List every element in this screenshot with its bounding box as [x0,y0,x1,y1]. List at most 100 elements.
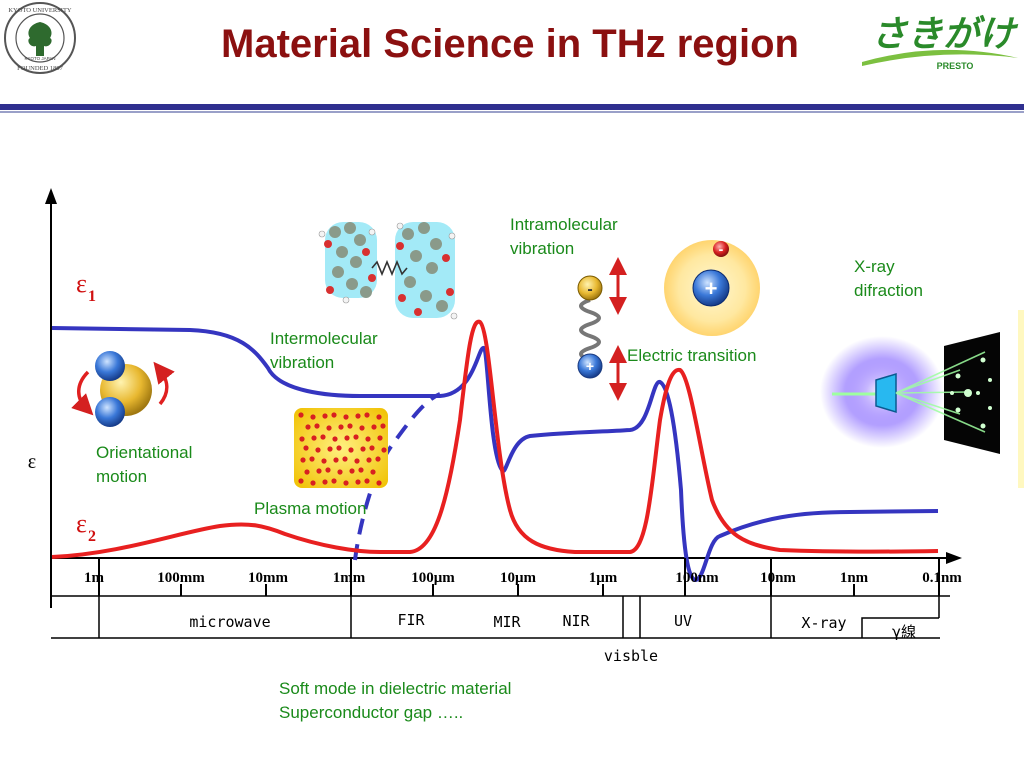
plasma-dot [343,480,349,486]
soft-mode-line2: Superconductor gap ….. [279,703,463,722]
axes [45,188,962,608]
page-title: Material Science in THz region [221,22,799,66]
plasma-dot [322,413,328,419]
band-table [51,595,950,639]
tick-label-1mm: 1mm [333,570,366,586]
plasma-dot [369,445,375,451]
plasma-dot [320,434,326,440]
eps1-label: ε [76,269,87,298]
atom-illustration [664,240,760,336]
plasma-dot [337,469,343,475]
tick-label-1um: 1μm [589,570,618,586]
plasma-dot [371,424,377,430]
plasma-dot [314,423,320,429]
presto-logo: さきがけ PRESTO [862,13,1019,71]
nucleus-plus-sign: + [705,276,718,301]
orientational-label-line1: Orientational [96,443,192,462]
header-divider [0,104,1024,110]
plasma-dot [366,457,372,463]
plasma-dot [332,436,338,442]
plasma-dot [348,447,354,453]
plasma-dot [321,458,327,464]
water-molecule-illustration [71,351,175,427]
band-gamma: γ線 [892,623,916,641]
plasma-dot [355,479,361,485]
logo-lettering-mid: KYOTO JAPAN [24,56,55,61]
plasma-dot [360,446,366,452]
tick-label-100nm: 100nm [675,570,719,586]
plasma-dot [354,458,360,464]
band-mir: MIR [493,613,521,631]
xray-diffraction-illustration [820,310,1024,488]
plasma-dot [331,412,337,418]
plasma-dot [344,435,350,441]
plasma-dot [303,445,309,451]
soft-mode-line1: Soft mode in dielectric material [279,679,511,698]
xray-label-line1: X-ray [854,257,895,276]
kyoto-university-logo: KYOTO UNIVERSITY FOUNDED 1897 KYOTO JAPA… [4,2,76,74]
tick-label-100um: 100μm [411,570,455,586]
intermolecular-molecules-illustration [318,222,458,320]
plasma-dot [355,413,361,419]
band-uv: UV [674,612,692,630]
eps2-label: ε [76,509,87,538]
tick-label-1nm: 1nm [840,570,869,586]
tick-label-0-1nm: 0.1nm [922,570,962,586]
plasma-label: Plasma motion [254,499,366,518]
band-fir: FIR [397,611,425,629]
plasma-dot [304,469,310,475]
eps2-curve [51,319,939,559]
plasma-dot [377,435,383,441]
plasma-dot [316,468,322,474]
intramolecular-label-line2: vibration [510,239,574,258]
electron-minus-sign: - [719,241,724,257]
plasma-lattice-illustration [294,408,388,488]
plasma-dot [364,478,370,484]
plasma-dot [343,414,349,420]
plasma-dot [299,436,305,442]
tick-label-100mm: 100mm [157,570,205,586]
plasma-dot [333,457,339,463]
eps1-curve [51,326,939,583]
presto-logo-jp: さきがけ [871,13,1019,54]
xray-label-line2: difraction [854,281,923,300]
plasma-dot [375,456,381,462]
plasma-dot [325,467,331,473]
plasma-dot [358,467,364,473]
plasma-dot [322,479,328,485]
tick-label-10mm: 10mm [248,570,288,586]
eps1-curve-dashed [353,392,441,561]
wavelength-scale: 1m 100mm 10mm 1mm 100μm 10μm 1μm 100nm 1… [84,558,962,596]
tick-label-10nm: 10nm [760,570,796,586]
plasma-dot [310,480,316,486]
plasma-dot [376,480,382,486]
plasma-dot [365,436,371,442]
dipole-plus-sign: + [586,358,594,374]
tick-label-10um: 10μm [500,570,537,586]
plasma-dot [305,424,311,430]
plasma-dot [311,435,317,441]
plasma-dot [364,412,370,418]
tick-label-1m: 1m [84,570,105,586]
plasma-dot [336,445,342,451]
dipole-spring-illustration [577,257,627,401]
plasma-dot [376,414,382,420]
intermolecular-label-line1: Intermolecular [270,329,378,348]
orientational-label-line2: motion [96,467,147,486]
plasma-dot [315,447,321,453]
plasma-dot [353,434,359,440]
y-axis-arrow [45,188,57,204]
plasma-dot [326,425,332,431]
plasma-dot [300,457,306,463]
electric-transition-label: Electric transition [627,346,756,365]
eps1-subscript: 1 [88,288,96,305]
plasma-dot [331,478,337,484]
band-xray: X-ray [801,614,846,632]
intramolecular-label-line1: Intramolecular [510,215,618,234]
band-microwave: microwave [189,613,270,631]
logo-lettering-bottom: FOUNDED 1897 [17,65,63,72]
plasma-dot [298,478,304,484]
plasma-dot [380,423,386,429]
logo-lettering-top: KYOTO UNIVERSITY [8,7,72,14]
plasma-dot [359,425,365,431]
